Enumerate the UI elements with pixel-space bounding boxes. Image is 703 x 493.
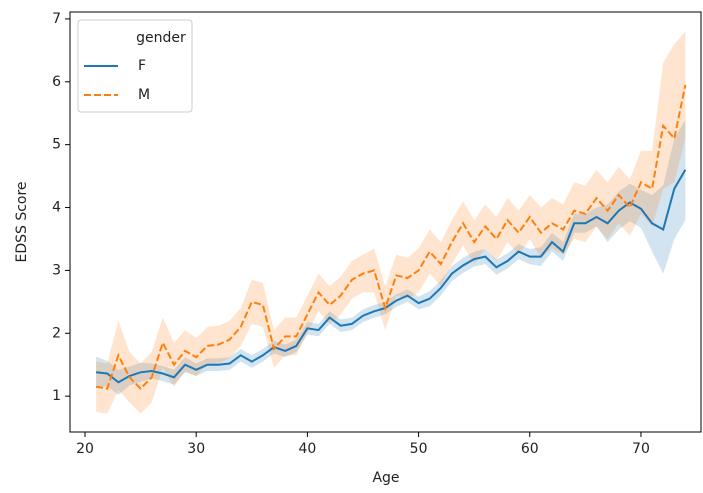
y-tick-label: 6 xyxy=(52,74,61,90)
plot-frame xyxy=(69,11,702,433)
y-axis-label: EDSS Score xyxy=(14,181,30,262)
y-tick-label: 2 xyxy=(52,325,61,341)
x-tick-label: 50 xyxy=(410,441,428,457)
x-axis-label: Age xyxy=(372,470,399,486)
confidence-band xyxy=(96,31,686,414)
legend-label: M xyxy=(138,87,150,103)
legend-box xyxy=(77,19,193,113)
legend-title: gender xyxy=(136,30,186,46)
x-tick-label: 40 xyxy=(298,441,316,457)
x-tick-label: 70 xyxy=(632,441,650,457)
x-tick-label: 60 xyxy=(521,441,539,457)
y-tick-label: 7 xyxy=(52,11,61,27)
x-tick-label: 20 xyxy=(76,441,94,457)
data-line xyxy=(95,169,687,384)
legend-label: F xyxy=(138,58,146,74)
y-tick-label: 1 xyxy=(52,388,61,404)
data-line xyxy=(95,84,687,391)
y-tick-label: 3 xyxy=(52,262,61,278)
y-tick-label: 5 xyxy=(52,137,61,153)
legend: gender FM xyxy=(77,19,193,113)
x-tick-label: 30 xyxy=(187,441,205,457)
y-tick-label: 4 xyxy=(52,200,61,216)
